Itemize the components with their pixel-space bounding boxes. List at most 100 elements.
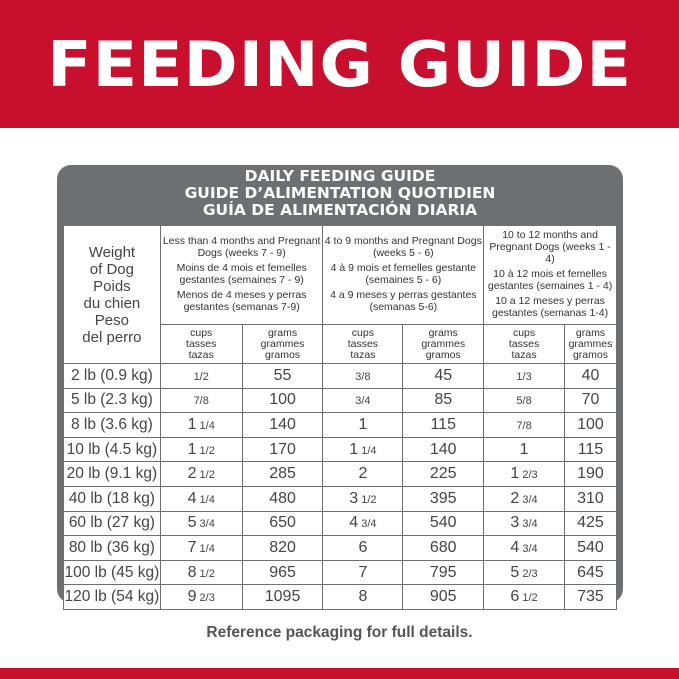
table-row: 8 lb (3.6 kg) 1 1/4 140 1 115 7/8 100 — [63, 412, 618, 438]
weight-cell: 120 lb (54 kg) — [63, 584, 161, 610]
unit-cups-header: cups tasses tazas — [322, 324, 404, 364]
header-line: du chien — [83, 294, 141, 312]
unit-label: grammes — [421, 337, 466, 350]
whole-number: 1 — [519, 440, 529, 458]
unit-grams-header: grams grammes gramos — [241, 324, 324, 364]
cups-cell: 1/2 — [159, 363, 243, 389]
cups-cell: 6 1/2 — [483, 584, 565, 610]
fraction: 2/3 — [519, 469, 538, 482]
header-banner: FEEDING GUIDE — [0, 0, 679, 128]
unit-label: cups — [351, 326, 374, 339]
unit-label: tazas — [511, 348, 537, 361]
cups-cell: 1 — [483, 436, 565, 463]
grams-cell: 650 — [241, 510, 324, 537]
grams-cell: 190 — [563, 461, 618, 487]
cups-cell: 9 2/3 — [159, 584, 243, 610]
cups-cell: 1 1/2 — [159, 436, 243, 463]
grams-cell: 115 — [563, 436, 618, 463]
header-line: Peso — [94, 311, 129, 329]
unit-label: tazas — [350, 348, 376, 361]
grams-cell: 100 — [563, 412, 618, 438]
group-fr: 4 à 9 mois et femelles gestante (semaine… — [330, 262, 476, 286]
unit-grams-header: grams grammes gramos — [563, 324, 618, 364]
table-row: 20 lb (9.1 kg) 2 1/2 285 2 225 1 2/3 190 — [63, 461, 618, 487]
table-row: 40 lb (18 kg) 4 1/4 480 3 1/2 395 2 3/4 310 — [63, 485, 618, 512]
unit-label: gramos — [425, 348, 461, 361]
fraction: 2/3 — [519, 567, 538, 580]
panel-title: DAILY FEEDING GUIDE GUIDE D’ALIMENTATION… — [57, 168, 623, 219]
grams-cell: 820 — [241, 535, 324, 561]
table-row: 100 lb (45 kg) 8 1/2 965 7 795 5 2/3 645 — [63, 559, 618, 586]
whole-number: 6 — [510, 588, 520, 606]
whole-number: 1 — [349, 440, 359, 458]
cups-cell: 7/8 — [483, 412, 565, 438]
weight-cell: 100 lb (45 kg) — [63, 559, 161, 586]
weight-cell: 10 lb (4.5 kg) — [63, 436, 161, 463]
weight-cell: 20 lb (9.1 kg) — [63, 461, 161, 487]
unit-label: tazas — [188, 348, 214, 361]
group-es: 4 a 9 meses y perras gestantes (semanas … — [330, 289, 477, 313]
grams-cell: 540 — [563, 535, 618, 561]
table-row: 5 lb (2.3 kg) 7/8 100 3/4 85 5/8 70 — [63, 387, 618, 414]
unit-label: tasses — [347, 337, 379, 350]
header-line: Weight — [88, 243, 136, 261]
weight-cell: 8 lb (3.6 kg) — [63, 412, 161, 438]
age-group-header: Less than 4 months and Pregnant Dogs (we… — [159, 225, 324, 325]
fraction: 1/3 — [516, 370, 532, 383]
unit-cups-header: cups tasses tazas — [483, 324, 565, 364]
table-row: 80 lb (36 kg) 7 1/4 820 6 680 4 3/4 540 — [63, 535, 618, 561]
fraction: 1/2 — [358, 493, 377, 506]
grams-cell: 1095 — [241, 584, 324, 610]
whole-number: 7 — [358, 563, 368, 581]
grams-cell: 115 — [402, 412, 485, 438]
group-en: 4 to 9 months and Pregnant Dogs (weeks 5… — [324, 235, 482, 259]
grams-cell: 395 — [402, 485, 485, 512]
table-row: 60 lb (27 kg) 5 3/4 650 4 3/4 540 3 3/4 425 — [63, 510, 618, 537]
table-row: 10 lb (4.5 kg) 1 1/2 170 1 1/4 140 1 115 — [63, 436, 618, 463]
fraction: 1/4 — [196, 542, 215, 555]
whole-number: 2 — [358, 465, 368, 483]
weight-cell: 80 lb (36 kg) — [63, 535, 161, 561]
cups-cell: 7 1/4 — [159, 535, 243, 561]
cups-cell: 2 3/4 — [483, 485, 565, 512]
unit-label: tasses — [186, 337, 217, 350]
grams-cell: 285 — [241, 461, 324, 487]
grams-cell: 795 — [402, 559, 485, 586]
whole-number: 5 — [510, 563, 520, 581]
unit-label: grams — [267, 326, 298, 339]
whole-number: 1 — [187, 440, 197, 458]
grams-cell: 425 — [563, 510, 618, 537]
grams-cell: 140 — [402, 436, 485, 463]
grams-cell: 55 — [241, 363, 324, 389]
cups-cell: 1 2/3 — [483, 461, 565, 487]
grams-cell: 735 — [563, 584, 618, 610]
fraction: 1/2 — [196, 444, 215, 457]
cups-cell: 8 — [322, 584, 404, 610]
grams-cell: 645 — [563, 559, 618, 586]
whole-number: 3 — [349, 489, 359, 507]
feeding-table: Weight of Dog Poids du chien Peso del pe… — [63, 225, 618, 610]
fraction: 1/2 — [196, 469, 215, 482]
cups-cell: 5 3/4 — [159, 510, 243, 537]
fraction: 5/8 — [516, 395, 532, 408]
group-en: Less than 4 months and Pregnant Dogs (we… — [162, 235, 321, 259]
title-es: GUÍA DE ALIMENTACIÓN DIARIA — [202, 201, 478, 219]
cups-cell: 1 1/4 — [159, 412, 243, 438]
whole-number: 4 — [510, 538, 520, 556]
unit-label: grammes — [260, 337, 305, 350]
fraction: 1/4 — [358, 444, 377, 457]
fraction: 3/4 — [355, 395, 371, 408]
footer-note: Reference packaging for full details. — [206, 624, 473, 641]
fraction: 1/2 — [196, 567, 215, 580]
whole-number: 1 — [187, 415, 197, 433]
cups-cell: 1 1/4 — [322, 436, 404, 463]
cups-cell: 5/8 — [483, 387, 565, 414]
header-line: Poids — [93, 277, 131, 295]
whole-number: 3 — [510, 514, 520, 532]
grams-cell: 170 — [241, 436, 324, 463]
cups-cell: 8 1/2 — [159, 559, 243, 586]
whole-number: 8 — [358, 588, 368, 606]
cups-cell: 1/3 — [483, 363, 565, 389]
fraction: 3/4 — [519, 493, 538, 506]
unit-label: tasses — [508, 337, 540, 350]
